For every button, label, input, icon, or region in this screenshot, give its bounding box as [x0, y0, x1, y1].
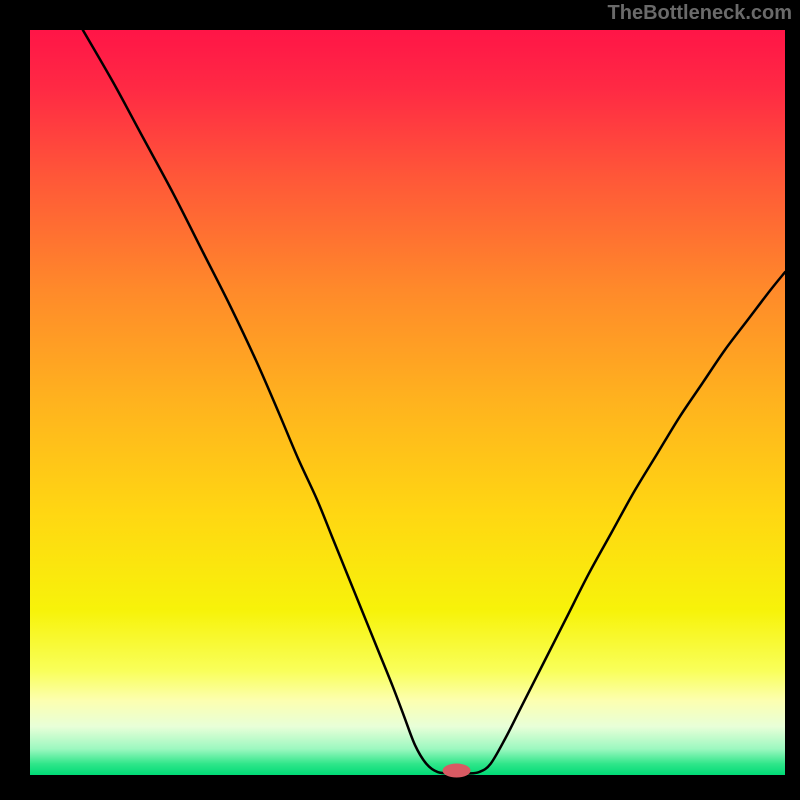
bottleneck-chart	[0, 0, 800, 800]
minimum-marker	[443, 764, 471, 778]
watermark-text: TheBottleneck.com	[608, 2, 792, 25]
gradient-background	[30, 30, 785, 775]
